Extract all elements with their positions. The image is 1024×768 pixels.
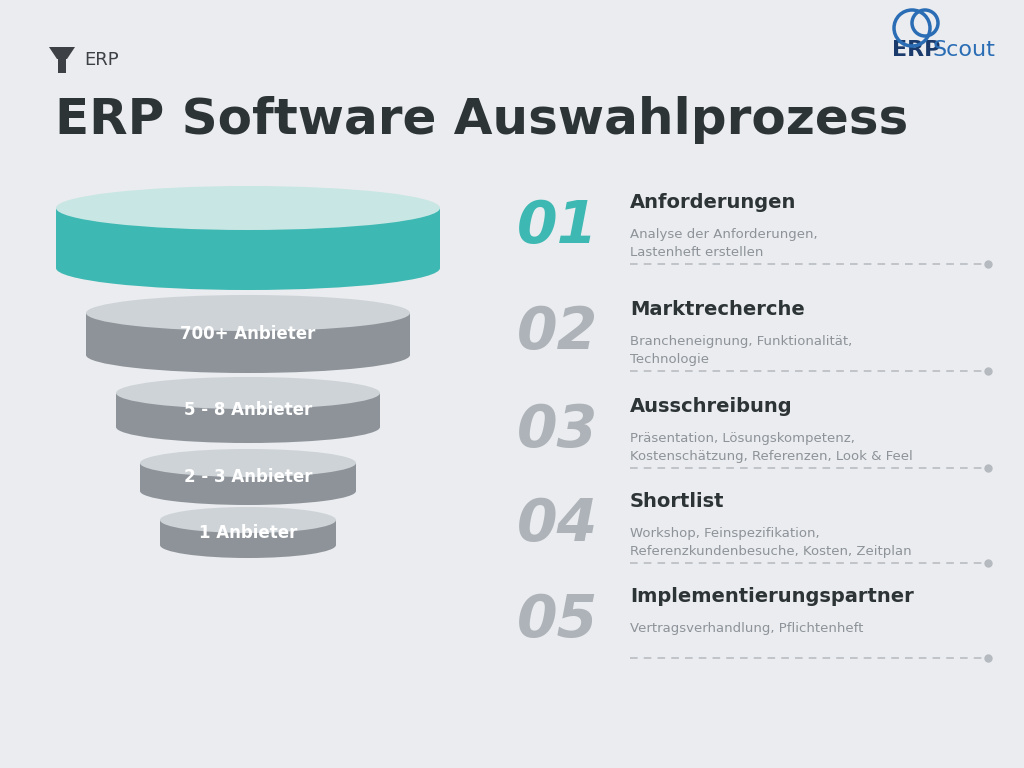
Text: 03: 03 [517, 402, 599, 458]
Text: 2 - 3 Anbieter: 2 - 3 Anbieter [183, 468, 312, 486]
Text: 01: 01 [517, 197, 599, 254]
Text: Ausschreibung: Ausschreibung [630, 397, 793, 416]
Polygon shape [140, 463, 356, 491]
Ellipse shape [140, 477, 356, 505]
Text: 1 Anbieter: 1 Anbieter [199, 524, 297, 541]
Ellipse shape [86, 295, 410, 331]
Text: Anforderungen: Anforderungen [630, 193, 797, 212]
Polygon shape [56, 208, 440, 268]
Ellipse shape [56, 246, 440, 290]
Text: 5 - 8 Anbieter: 5 - 8 Anbieter [184, 401, 312, 419]
Text: 05: 05 [517, 591, 599, 648]
Text: ERP: ERP [892, 40, 940, 60]
Polygon shape [160, 520, 336, 545]
Polygon shape [49, 47, 75, 73]
Text: Marktrecherche: Marktrecherche [630, 300, 805, 319]
Text: 700+ Anbieter: 700+ Anbieter [180, 325, 315, 343]
Text: ERP Software Auswahlprozess: ERP Software Auswahlprozess [55, 96, 908, 144]
Polygon shape [116, 393, 380, 427]
Ellipse shape [86, 337, 410, 373]
Ellipse shape [160, 532, 336, 558]
Ellipse shape [140, 449, 356, 477]
Text: 02: 02 [517, 304, 599, 362]
Text: 04: 04 [517, 496, 599, 554]
Text: Brancheneignung, Funktionalität,
Technologie: Brancheneignung, Funktionalität, Technol… [630, 335, 852, 366]
Text: ERP: ERP [84, 51, 119, 69]
Text: Shortlist: Shortlist [630, 492, 725, 511]
Text: Präsentation, Lösungskompetenz,
Kostenschätzung, Referenzen, Look & Feel: Präsentation, Lösungskompetenz, Kostensc… [630, 432, 912, 463]
Text: Vertragsverhandlung, Pflichtenheft: Vertragsverhandlung, Pflichtenheft [630, 622, 863, 635]
Ellipse shape [116, 377, 380, 409]
Text: Implementierungspartner: Implementierungspartner [630, 587, 913, 606]
Ellipse shape [56, 186, 440, 230]
Text: Workshop, Feinspezifikation,
Referenzkundenbesuche, Kosten, Zeitplan: Workshop, Feinspezifikation, Referenzkun… [630, 527, 911, 558]
Ellipse shape [116, 411, 380, 443]
Text: Analyse der Anforderungen,
Lastenheft erstellen: Analyse der Anforderungen, Lastenheft er… [630, 228, 817, 259]
Ellipse shape [160, 507, 336, 533]
Polygon shape [86, 313, 410, 355]
Text: Scout: Scout [932, 40, 995, 60]
